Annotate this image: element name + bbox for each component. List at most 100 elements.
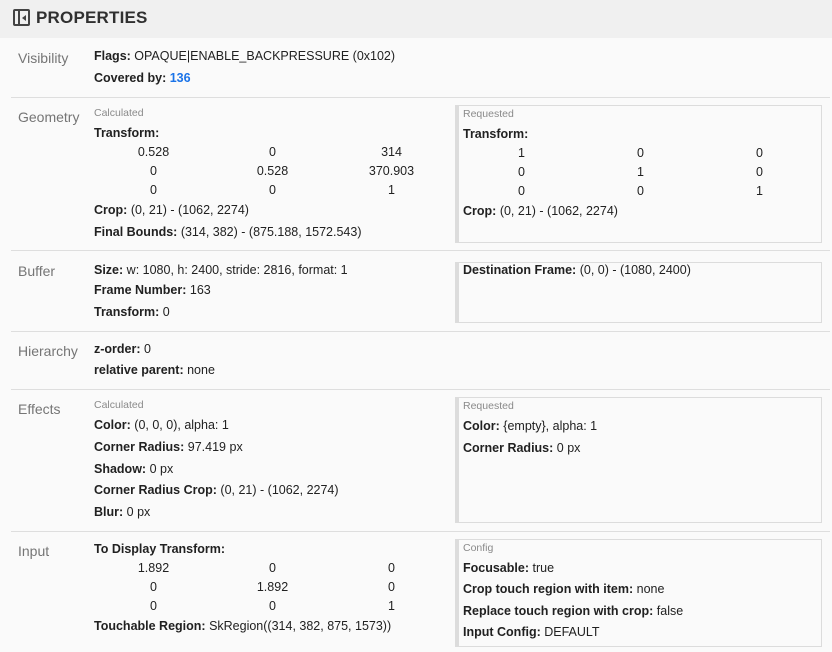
field-value: 1 (388, 183, 395, 197)
matrix-row: 0 0 1 (94, 182, 451, 198)
sidebar-collapse-icon[interactable] (13, 9, 30, 26)
size-row: Size: w: 1080, h: 2400, stride: 2816, fo… (94, 262, 348, 278)
blur-row: Blur: 0 px (94, 504, 150, 520)
properties-header: PROPERTIES (0, 0, 832, 38)
field-value: {empty}, alpha: 1 (503, 419, 598, 433)
field-value: SkRegion((314, 382, 875, 1573)) (209, 619, 392, 633)
field-key: Color: (94, 418, 131, 432)
divider (11, 250, 830, 251)
color-row: Color: (0, 0, 0), alpha: 1 (94, 417, 229, 433)
field-key: Corner Radius: (463, 441, 554, 455)
field-value: false (656, 604, 684, 618)
matrix-row: 0 0.528 370.903 (94, 163, 451, 179)
matrix-row: 0.528 0 314 (94, 144, 451, 160)
field-row: Transform: (463, 126, 528, 142)
field-key: Crop: (94, 203, 128, 217)
field-value: 0 (388, 580, 395, 594)
field-value: 0 (269, 561, 276, 575)
field-value: 0 (144, 342, 151, 356)
field-key: Final Bounds: (94, 225, 178, 239)
section-label-effects: Effects (18, 401, 61, 417)
field-value: 0 (756, 165, 763, 179)
field-value: 1 (518, 146, 525, 160)
touchable-region-row: Touchable Region: SkRegion((314, 382, 87… (94, 618, 391, 634)
flags-key: Flags: (94, 49, 131, 63)
field-key: Color: (463, 419, 500, 433)
panel-title: PROPERTIES (36, 8, 148, 27)
config-title: Config (463, 542, 494, 554)
requested-geometry-box (455, 105, 822, 243)
field-value: (0, 21) - (1062, 2274) (130, 203, 249, 217)
field-value: none (187, 363, 215, 377)
field-value: true (532, 561, 555, 575)
field-value: DEFAULT (544, 625, 600, 639)
field-value: 0 (269, 183, 276, 197)
field-key: Shadow: (94, 462, 147, 476)
field-value: 0 px (126, 505, 151, 519)
covered-by-row: Covered by: 136 (94, 70, 191, 86)
field-key: Focusable: (463, 561, 529, 575)
matrix-row: 0 0 1 (94, 598, 451, 614)
divider (11, 531, 830, 532)
calculated-title: Calculated (94, 107, 144, 119)
field-key: Touchable Region: (94, 619, 206, 633)
corner-radius-crop-row: Corner Radius Crop: (0, 21) - (1062, 227… (94, 482, 339, 498)
field-value: 97.419 px (187, 440, 243, 454)
destination-frame-box (455, 262, 822, 323)
relative-parent-row: relative parent: none (94, 362, 215, 378)
field-key: Frame Number: (94, 283, 187, 297)
matrix-row: 1.892 0 0 (94, 560, 451, 576)
field-value: 0.528 (256, 164, 289, 178)
field-value: 0 (269, 599, 276, 613)
frame-number-row: Frame Number: 163 (94, 282, 211, 298)
matrix-row: 0 1.892 0 (94, 579, 451, 595)
crop-row: Crop: (0, 21) - (1062, 2274) (94, 202, 249, 218)
transform-key: Transform: (463, 127, 529, 141)
field-value: none (636, 582, 665, 596)
requested-title: Requested (463, 400, 514, 412)
field-value: 0 (269, 145, 276, 159)
field-value: 0 (518, 165, 525, 179)
field-value: 0 px (149, 462, 174, 476)
field-row: To Display Transform: (94, 541, 225, 557)
field-value: 0 px (556, 441, 581, 455)
crop-touch-row: Crop touch region with item: none (463, 581, 664, 597)
field-value: 0 (518, 184, 525, 198)
section-label-geometry: Geometry (18, 109, 80, 125)
field-value: (0, 21) - (1062, 2274) (220, 483, 339, 497)
field-value: (0, 0) - (1080, 2400) (579, 263, 691, 277)
matrix-row: 1 0 0 (462, 145, 819, 161)
crop-row: Crop: (0, 21) - (1062, 2274) (463, 203, 618, 219)
z-order-row: z-order: 0 (94, 341, 151, 357)
buffer-transform-row: Transform: 0 (94, 304, 170, 320)
field-key: z-order: (94, 342, 141, 356)
field-key: Crop: (463, 204, 497, 218)
field-value: (314, 382) - (875.188, 1572.543) (180, 225, 362, 239)
field-value: 1 (637, 165, 644, 179)
input-config-box (455, 539, 822, 647)
field-value: 0 (162, 305, 170, 319)
field-key: Corner Radius Crop: (94, 483, 217, 497)
field-key: Corner Radius: (94, 440, 185, 454)
section-label-input: Input (18, 543, 50, 559)
field-key: Input Config: (463, 625, 541, 639)
section-label-visibility: Visibility (18, 50, 69, 66)
field-value: 0 (150, 183, 157, 197)
focusable-row: Focusable: true (463, 560, 554, 576)
requested-effects-box (455, 397, 822, 523)
covered-by-link[interactable]: 136 (169, 71, 191, 85)
matrix-row: 0 1 0 (462, 164, 819, 180)
field-value: w: 1080, h: 2400, stride: 2816, format: … (126, 263, 348, 277)
field-key: Size: (94, 263, 124, 277)
corner-radius-row: Corner Radius: 0 px (463, 440, 580, 456)
field-value: 1.892 (137, 561, 170, 575)
replace-touch-row: Replace touch region with crop: false (463, 603, 683, 619)
requested-title: Requested (463, 108, 514, 120)
field-value: 0 (150, 599, 157, 613)
field-value: 1.892 (256, 580, 289, 594)
divider (11, 331, 830, 332)
field-value: 1 (756, 184, 763, 198)
shadow-row: Shadow: 0 px (94, 461, 173, 477)
to-display-transform-key: To Display Transform: (94, 542, 226, 556)
destination-frame-row: Destination Frame: (0, 0) - (1080, 2400) (463, 262, 691, 278)
